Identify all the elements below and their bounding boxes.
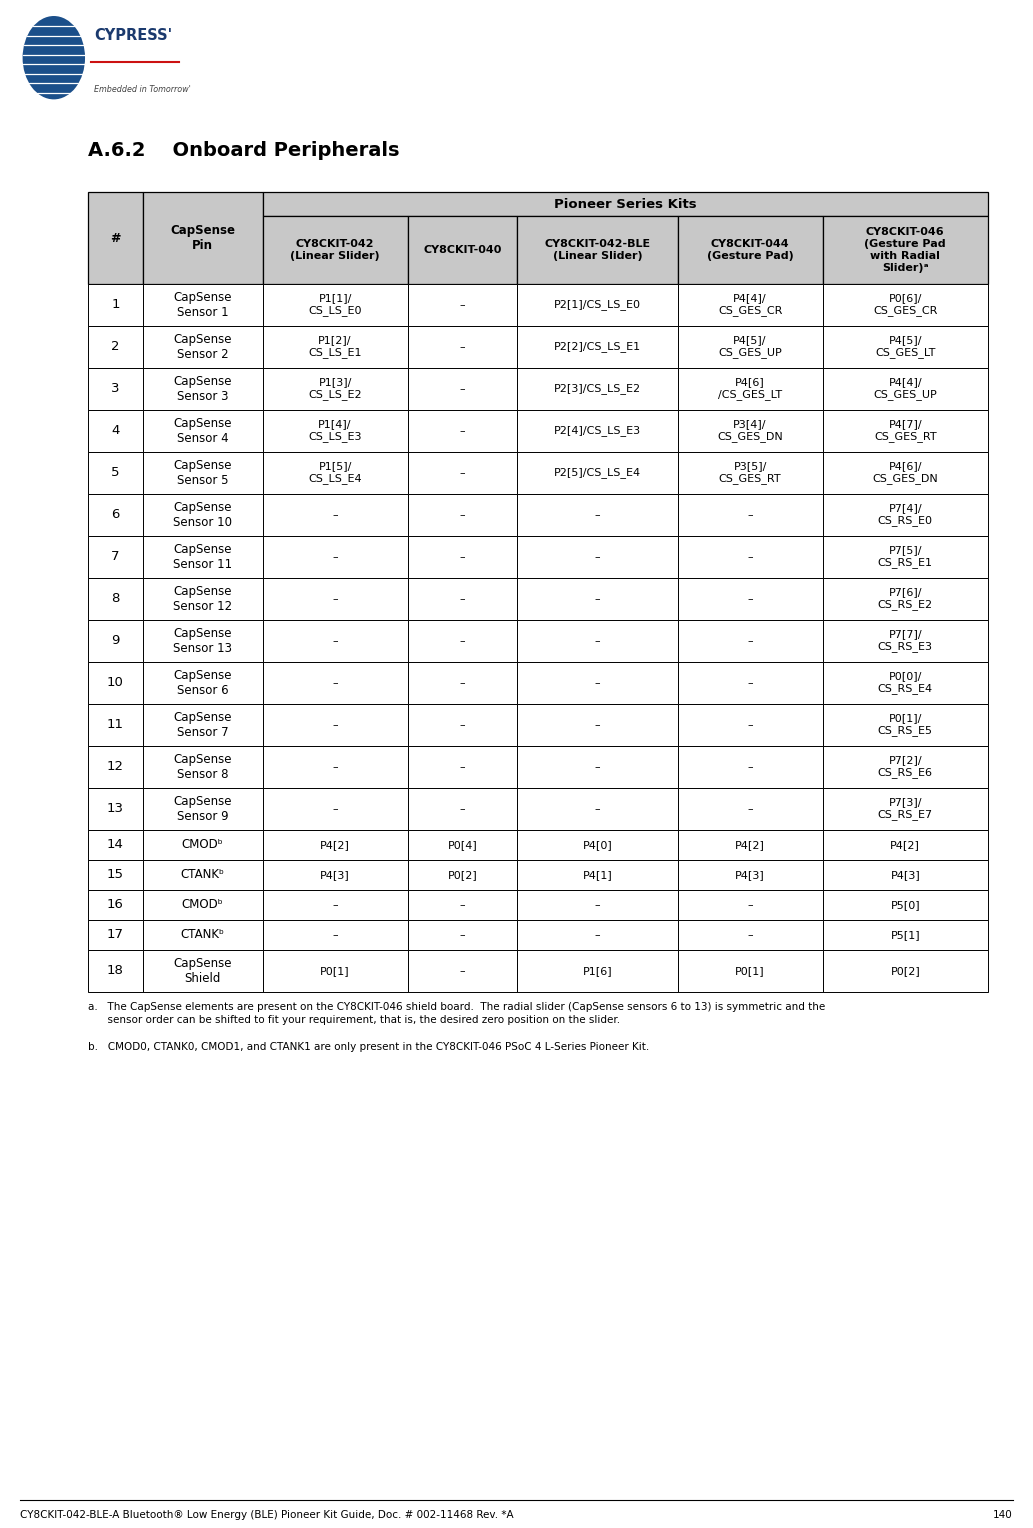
Bar — [262, 950, 408, 992]
Bar — [518, 410, 678, 452]
Text: P4[0]: P4[0] — [583, 840, 613, 850]
Text: –: – — [595, 900, 600, 911]
Bar — [518, 325, 678, 368]
Bar — [143, 284, 262, 325]
Bar — [822, 536, 988, 578]
Text: –: – — [747, 762, 753, 772]
Text: –: – — [460, 931, 465, 940]
Text: –: – — [460, 804, 465, 814]
Text: P2[4]/CS_LS_E3: P2[4]/CS_LS_E3 — [554, 425, 640, 437]
Text: CY8CKIT-044
(Gesture Pad): CY8CKIT-044 (Gesture Pad) — [707, 238, 793, 261]
Bar — [678, 830, 822, 860]
Text: –: – — [460, 636, 465, 646]
Text: –: – — [460, 426, 465, 435]
Text: P4[2]: P4[2] — [320, 840, 350, 850]
Text: 4: 4 — [112, 425, 120, 437]
Bar — [408, 746, 518, 788]
Text: –: – — [595, 762, 600, 772]
Bar — [518, 215, 678, 284]
Text: P4[2]: P4[2] — [890, 840, 920, 850]
Bar — [143, 889, 262, 920]
Text: 14: 14 — [107, 839, 124, 851]
Bar — [143, 620, 262, 662]
Text: 5: 5 — [112, 466, 120, 480]
Text: –: – — [747, 720, 753, 730]
Bar — [678, 410, 822, 452]
Bar — [408, 368, 518, 410]
Text: P4[6]
/CS_GES_LT: P4[6] /CS_GES_LT — [718, 377, 782, 400]
Text: –: – — [747, 510, 753, 520]
Text: 15: 15 — [106, 868, 124, 882]
Text: 8: 8 — [112, 593, 120, 605]
Bar — [408, 578, 518, 620]
Text: CMODᵇ: CMODᵇ — [182, 839, 223, 851]
Text: CapSense
Sensor 4: CapSense Sensor 4 — [174, 417, 231, 445]
Text: P4[3]: P4[3] — [890, 869, 920, 880]
Bar — [143, 494, 262, 536]
Text: CTANKᵇ: CTANKᵇ — [181, 929, 224, 941]
Bar — [408, 704, 518, 746]
Text: CYPRESS': CYPRESS' — [94, 29, 171, 43]
Text: –: – — [333, 804, 338, 814]
Bar — [678, 536, 822, 578]
Bar — [262, 536, 408, 578]
Text: 2: 2 — [112, 341, 120, 353]
Bar — [822, 452, 988, 494]
Bar — [408, 920, 518, 950]
Text: –: – — [595, 720, 600, 730]
Bar — [262, 494, 408, 536]
Text: –: – — [333, 762, 338, 772]
Text: –: – — [595, 552, 600, 562]
Bar — [822, 830, 988, 860]
Bar — [408, 662, 518, 704]
Bar — [518, 620, 678, 662]
Text: –: – — [460, 966, 465, 976]
Text: CapSense
Sensor 1: CapSense Sensor 1 — [174, 290, 231, 319]
Bar — [143, 193, 262, 284]
Bar — [518, 889, 678, 920]
Bar — [408, 494, 518, 536]
Text: –: – — [460, 720, 465, 730]
Bar — [518, 920, 678, 950]
Bar — [518, 860, 678, 889]
Bar — [408, 889, 518, 920]
Text: 140: 140 — [994, 1510, 1013, 1520]
Text: P4[7]/
CS_GES_RT: P4[7]/ CS_GES_RT — [874, 420, 937, 443]
Text: P5[1]: P5[1] — [890, 931, 920, 940]
Text: 1: 1 — [112, 298, 120, 312]
Bar — [518, 950, 678, 992]
Text: P7[5]/
CS_RS_E1: P7[5]/ CS_RS_E1 — [878, 545, 933, 568]
Text: –: – — [747, 552, 753, 562]
Bar — [822, 704, 988, 746]
Bar — [143, 920, 262, 950]
Text: –: – — [747, 678, 753, 688]
Text: –: – — [595, 594, 600, 604]
Bar — [262, 410, 408, 452]
Text: P0[2]: P0[2] — [447, 869, 477, 880]
Bar — [143, 704, 262, 746]
Text: –: – — [747, 636, 753, 646]
Text: 18: 18 — [107, 964, 124, 978]
Bar — [678, 368, 822, 410]
Bar — [518, 368, 678, 410]
Bar — [143, 830, 262, 860]
Text: CapSense
Sensor 12: CapSense Sensor 12 — [174, 585, 232, 613]
Text: –: – — [333, 594, 338, 604]
Text: –: – — [595, 931, 600, 940]
Text: CTANKᵇ: CTANKᵇ — [181, 868, 224, 882]
Text: P1[2]/
CS_LS_E1: P1[2]/ CS_LS_E1 — [308, 336, 362, 359]
Text: CapSense
Shield: CapSense Shield — [174, 957, 231, 986]
Text: –: – — [333, 931, 338, 940]
Text: P0[2]: P0[2] — [890, 966, 920, 976]
Bar — [262, 452, 408, 494]
Bar — [143, 860, 262, 889]
Text: P0[4]: P0[4] — [447, 840, 477, 850]
Bar — [822, 746, 988, 788]
Bar — [822, 368, 988, 410]
Text: CapSense
Sensor 9: CapSense Sensor 9 — [174, 795, 231, 824]
Text: –: – — [460, 299, 465, 310]
Bar — [88, 452, 143, 494]
Text: P7[4]/
CS_RS_E0: P7[4]/ CS_RS_E0 — [878, 504, 933, 527]
Text: P2[1]/CS_LS_E0: P2[1]/CS_LS_E0 — [554, 299, 640, 310]
Bar — [143, 578, 262, 620]
